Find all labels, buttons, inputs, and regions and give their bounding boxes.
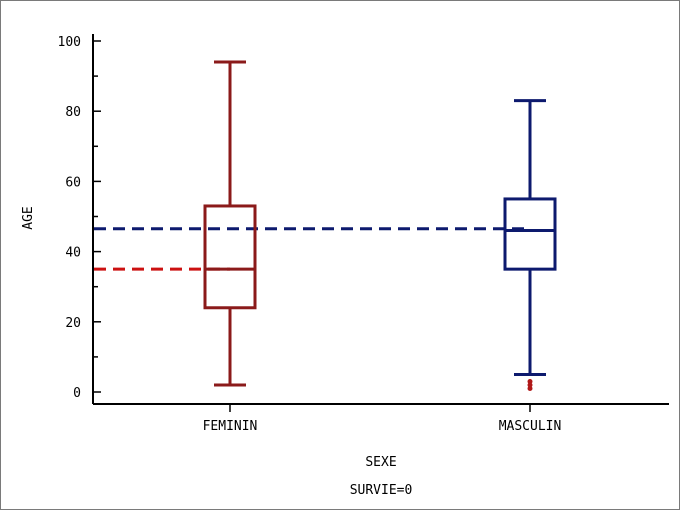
x-axis-title: SEXE bbox=[365, 455, 396, 470]
outlier-point-masculin bbox=[527, 382, 533, 388]
box-masculin bbox=[503, 197, 557, 271]
y-tick-label: 20 bbox=[65, 316, 81, 331]
plot-area: 0 20 40 60 80 100 FEMININ MASCULIN bbox=[58, 34, 669, 434]
y-tick-label: 40 bbox=[65, 246, 81, 261]
outlier-point-masculin bbox=[527, 378, 533, 384]
outlier-point-masculin bbox=[527, 385, 533, 391]
chart-subtitle: SURVIE=0 bbox=[350, 483, 413, 498]
x-tick-label: FEMININ bbox=[203, 419, 258, 434]
x-tick-label: MASCULIN bbox=[499, 419, 562, 434]
y-tick-label: 60 bbox=[65, 175, 81, 190]
y-axis-title: AGE bbox=[21, 206, 36, 229]
y-tick-label: 80 bbox=[65, 105, 81, 120]
box-feminin bbox=[203, 204, 257, 310]
y-tick-label: 0 bbox=[73, 386, 81, 401]
y-tick-label: 100 bbox=[58, 35, 81, 50]
